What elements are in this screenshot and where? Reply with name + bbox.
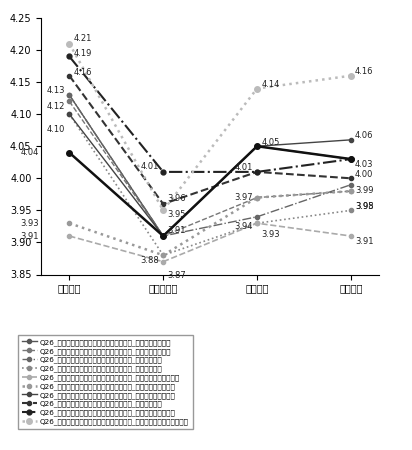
Text: 4.19: 4.19	[73, 49, 92, 58]
Text: 3.87: 3.87	[167, 271, 186, 280]
Text: 3.91: 3.91	[355, 237, 374, 246]
Text: 3.91: 3.91	[167, 226, 186, 235]
Text: 4.01: 4.01	[234, 163, 253, 172]
Text: 4.16: 4.16	[73, 68, 92, 77]
Text: 4.10: 4.10	[47, 125, 65, 134]
Text: 4.13: 4.13	[47, 86, 65, 95]
Text: 4.00: 4.00	[355, 170, 373, 179]
Text: 4.14: 4.14	[261, 80, 280, 89]
Text: 4.06: 4.06	[355, 131, 374, 140]
Text: 3.91: 3.91	[20, 232, 39, 241]
Text: 4.03: 4.03	[355, 160, 374, 169]
Text: 4.21: 4.21	[73, 34, 92, 43]
Legend: Q26_您认为新技术在以下方面的作用如何：_提高内容生产效率, Q26_您认为新技术在以下方面的作用如何：_优化作品呈现效果, Q26_您认为新技术在以下方面的: Q26_您认为新技术在以下方面的作用如何：_提高内容生产效率, Q26_您认为新…	[18, 334, 193, 429]
Text: 3.98: 3.98	[355, 202, 374, 211]
Text: 3.99: 3.99	[355, 186, 374, 195]
Text: 3.95: 3.95	[167, 210, 186, 219]
Text: 3.88: 3.88	[140, 256, 159, 266]
Text: 4.01: 4.01	[140, 162, 159, 171]
Text: 3.93: 3.93	[20, 219, 39, 228]
Text: 3.93: 3.93	[261, 230, 280, 239]
Text: 4.16: 4.16	[355, 67, 374, 76]
Text: 3.95: 3.95	[355, 202, 374, 211]
Text: 3.97: 3.97	[234, 193, 253, 202]
Text: 3.96: 3.96	[167, 194, 186, 203]
Text: 4.12: 4.12	[47, 103, 65, 112]
Text: 4.04: 4.04	[21, 148, 39, 157]
Text: 3.94: 3.94	[234, 222, 253, 231]
Text: 4.05: 4.05	[261, 138, 280, 147]
